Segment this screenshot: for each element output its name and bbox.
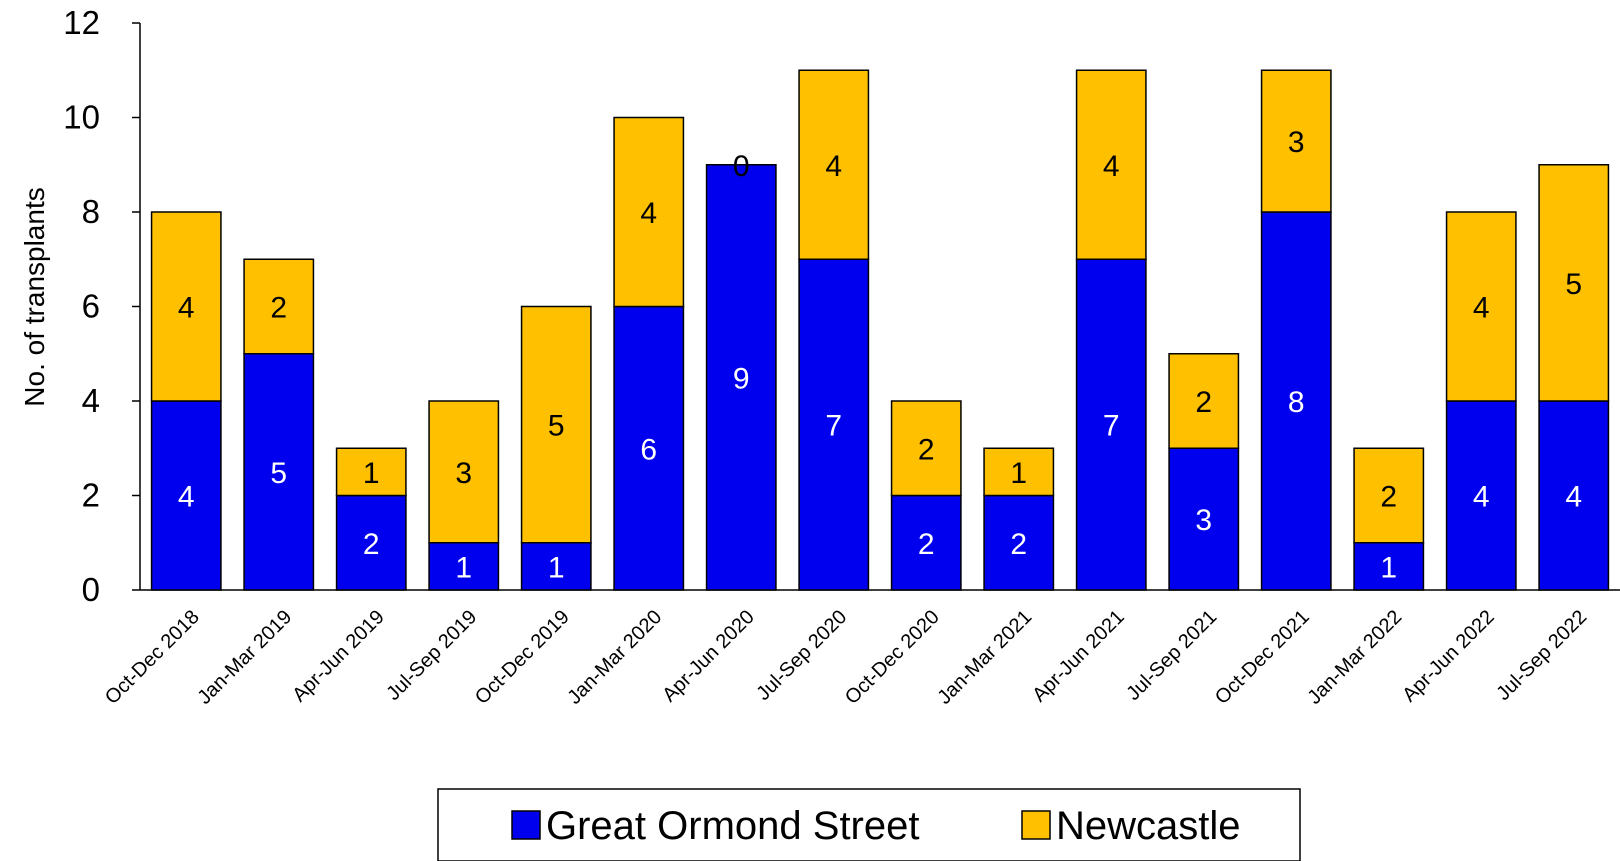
bar-great-ormond-street: [1353, 542, 1425, 591]
bar-newcastle: [613, 116, 685, 308]
data-label-newcastle: 2: [270, 292, 287, 325]
x-tick-label: Jul-Sep 2022: [1492, 606, 1591, 705]
bars: 4 4 5 2 2 1 1 3 1 5 6 4 9 0 7 4 2 2 2 1 7 4 3 2 8 3 1 2 4 4 4 5: [150, 69, 1610, 591]
data-label-great-ormond-street: 2: [363, 528, 380, 561]
x-tick-label: Jul-Sep 2021: [1122, 606, 1221, 705]
bar-newcastle: [1075, 69, 1147, 260]
bar-great-ormond-street: [1168, 447, 1240, 591]
data-label-newcastle: 3: [455, 457, 472, 490]
x-tick-label: Apr-Jun 2019: [288, 606, 388, 706]
data-label-newcastle: 1: [1010, 457, 1027, 490]
data-label-newcastle: 2: [918, 433, 935, 466]
y-tick-label: 6: [82, 288, 100, 325]
y-tick-label: 10: [63, 99, 100, 136]
data-label-great-ormond-street: 2: [918, 528, 935, 561]
legend-swatch-newcastle: [1021, 810, 1051, 840]
data-label-great-ormond-street: 4: [178, 481, 195, 514]
x-tick-label: Apr-Jun 2022: [1398, 606, 1498, 706]
bar-great-ormond-street: [520, 542, 592, 591]
x-tick-label: Oct-Dec 2018: [101, 606, 204, 709]
data-label-newcastle: 5: [548, 410, 565, 443]
bar-great-ormond-street: [890, 494, 962, 591]
data-label-great-ormond-street: 6: [640, 433, 657, 466]
x-tick-label: Jan-Mar 2022: [1303, 606, 1406, 709]
y-tick-label: 12: [63, 4, 100, 41]
bar-newcastle: [243, 258, 315, 355]
y-tick-label: 0: [82, 571, 100, 608]
bar-great-ormond-street: [983, 494, 1055, 591]
x-tick-label: Oct-Dec 2019: [471, 606, 574, 709]
bar-great-ormond-street: [428, 542, 500, 591]
y-tick-label: 4: [82, 382, 100, 419]
data-label-great-ormond-street: 3: [1195, 504, 1212, 537]
data-label-great-ormond-street: 1: [455, 551, 472, 584]
bar-great-ormond-street: [1260, 211, 1332, 591]
x-tick-label: Jul-Sep 2019: [382, 606, 481, 705]
legend-swatch-great-ormond-street: [511, 810, 541, 840]
bar-newcastle: [798, 69, 870, 260]
bar-newcastle: [1538, 164, 1610, 402]
y-tick-label: 8: [82, 193, 100, 230]
data-label-great-ormond-street: 1: [1380, 551, 1397, 584]
data-label-great-ormond-street: 7: [825, 410, 842, 443]
bar-great-ormond-street: [1445, 400, 1517, 591]
data-label-newcastle: 2: [1380, 481, 1397, 514]
bar-newcastle: [1260, 69, 1332, 213]
x-tick-label: Oct-Dec 2021: [1211, 606, 1314, 709]
data-label-newcastle: 4: [1473, 292, 1490, 325]
bar-great-ormond-street: [1538, 400, 1610, 591]
data-label-newcastle: 4: [825, 150, 842, 183]
data-label-newcastle: 0: [733, 150, 750, 183]
bar-newcastle: [428, 400, 500, 544]
y-tick-label: 2: [82, 477, 100, 514]
data-label-great-ormond-street: 4: [1473, 481, 1490, 514]
data-label-great-ormond-street: 8: [1288, 386, 1305, 419]
bar-great-ormond-street: [613, 305, 685, 591]
data-label-great-ormond-street: 1: [548, 551, 565, 584]
y-axis-label: No. of transplants: [19, 187, 50, 406]
legend-frame: [437, 788, 1301, 861]
x-tick-label: Apr-Jun 2020: [658, 606, 758, 706]
bar-newcastle: [1168, 353, 1240, 449]
x-tick-label: Jul-Sep 2020: [752, 606, 851, 705]
bar-newcastle: [983, 447, 1055, 497]
data-label-newcastle: 4: [178, 292, 195, 325]
bar-newcastle: [335, 447, 407, 497]
bar-newcastle: [890, 400, 962, 497]
bar-great-ormond-street: [705, 164, 777, 591]
bar-great-ormond-street: [335, 494, 407, 591]
x-tick-label: Jan-Mar 2020: [563, 606, 666, 709]
x-tick-label: Jan-Mar 2021: [933, 606, 1036, 709]
x-tick-label: Oct-Dec 2020: [841, 606, 944, 709]
data-label-newcastle: 4: [1103, 150, 1120, 183]
legend-label-great-ormond-street: Great Ormond Street: [546, 804, 919, 848]
bar-newcastle: [1445, 211, 1517, 402]
data-label-newcastle: 5: [1565, 268, 1582, 301]
legend: Great Ormond Street Newcastle: [437, 788, 1301, 861]
data-label-newcastle: 4: [640, 197, 657, 230]
data-label-great-ormond-street: 2: [1010, 528, 1027, 561]
bar-newcastle: [520, 305, 592, 544]
bar-great-ormond-street: [150, 400, 222, 591]
data-label-newcastle: 3: [1288, 126, 1305, 159]
bar-great-ormond-street: [243, 353, 315, 591]
bar-newcastle: [1353, 447, 1425, 544]
data-label-great-ormond-street: 9: [733, 362, 750, 395]
x-tick-label: Apr-Jun 2021: [1028, 606, 1128, 706]
data-label-great-ormond-street: 4: [1565, 481, 1582, 514]
legend-label-newcastle: Newcastle: [1056, 804, 1241, 848]
bar-newcastle: [150, 211, 222, 402]
data-label-newcastle: 2: [1195, 386, 1212, 419]
data-label-great-ormond-street: 7: [1103, 410, 1120, 443]
data-label-newcastle: 1: [363, 457, 380, 490]
x-tick-label: Jan-Mar 2019: [193, 606, 296, 709]
data-label-great-ormond-street: 5: [270, 457, 287, 490]
